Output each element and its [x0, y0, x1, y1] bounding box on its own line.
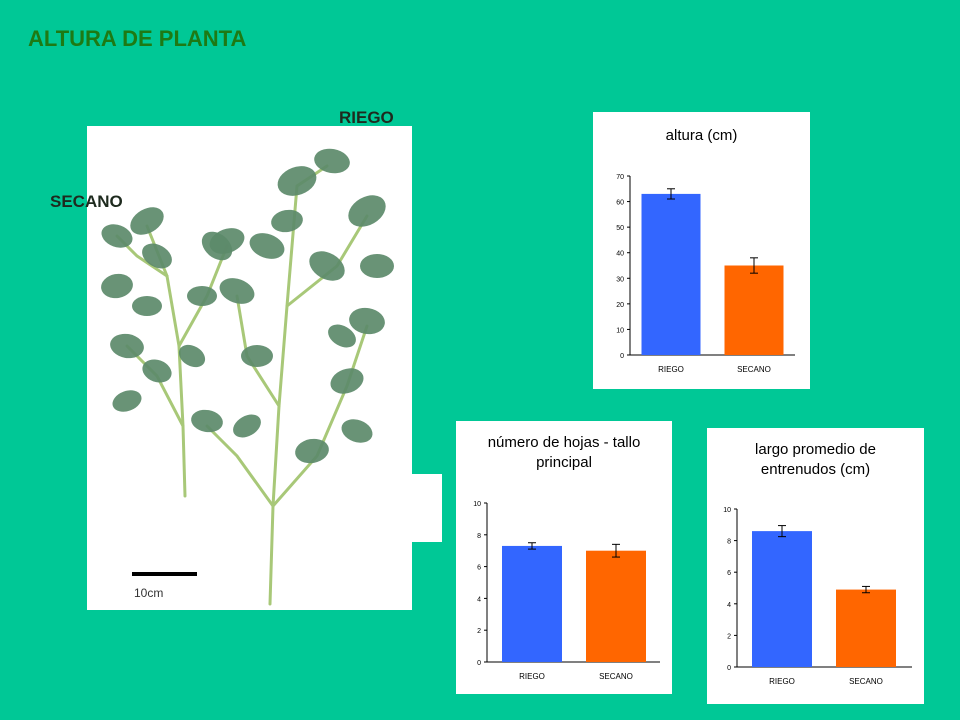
error-bar-secano — [750, 257, 758, 274]
chart-hojas-title: número de hojas - tallo principal — [456, 433, 672, 473]
y-tick-label: 4 — [477, 596, 481, 603]
y-tick-label: 8 — [477, 533, 481, 540]
bar-secano — [586, 550, 646, 662]
chart-altura: altura (cm) 0 10 20 30 40 50 60 70 RIEGO SECANO — [593, 112, 810, 389]
photo-extension — [410, 474, 442, 542]
category-label-riego: RIEGO — [658, 365, 684, 374]
y-tick-label: 30 — [616, 276, 624, 283]
error-bar-riego — [528, 542, 536, 550]
y-tick-label: 0 — [727, 665, 731, 672]
slide-title: ALTURA DE PLANTA — [28, 26, 247, 51]
y-tick-label: 6 — [477, 565, 481, 572]
y-tick-label: 4 — [727, 602, 731, 609]
chart-altura-title: altura (cm) — [665, 127, 738, 144]
plant-illustration — [101, 148, 394, 606]
chart-hojas-plot: 0 2 4 6 8 10 RIEGO SECANO — [473, 501, 660, 681]
chart-entrenudos-title-line-1: largo promedio de — [755, 441, 876, 458]
y-tick-label: 0 — [620, 353, 624, 360]
y-tick-label: 10 — [616, 327, 624, 334]
bar-secano — [724, 265, 784, 355]
y-tick-label: 40 — [616, 251, 624, 258]
y-tick-label: 6 — [727, 570, 731, 577]
category-label-riego: RIEGO — [519, 672, 545, 681]
chart-hojas-title-line-1: número de hojas - tallo — [487, 434, 641, 451]
chart-entrenudos-title: largo promedio de entrenudos (cm) — [707, 440, 924, 480]
error-bar-secano — [862, 585, 870, 594]
y-tick-label: 20 — [616, 302, 624, 309]
chart-altura-plot: 0 10 20 30 40 50 60 70 RIEGO SECANO — [616, 174, 795, 374]
y-tick-label: 60 — [616, 200, 624, 207]
error-bar-riego — [778, 525, 786, 538]
y-tick-label: 8 — [727, 539, 731, 546]
y-tick-label: 2 — [727, 633, 731, 640]
bar-riego — [502, 545, 562, 662]
plant-stems — [115, 164, 369, 606]
error-bar-riego — [667, 188, 675, 200]
chart-hojas-title-line-2: principal — [536, 454, 592, 471]
y-tick-label: 2 — [477, 628, 481, 635]
y-tick-label: 50 — [616, 225, 624, 232]
y-tick-label: 0 — [477, 660, 481, 667]
chart-entrenudos: largo promedio de entrenudos (cm) 0 2 4 6 8 1… — [707, 428, 924, 704]
category-label-secano: SECANO — [599, 672, 633, 681]
chart-hojas: número de hojas - tallo principal 0 2 4 6 8 1… — [456, 421, 672, 694]
chart-entrenudos-plot: 0 2 4 6 8 10 RIEGO SECANO — [723, 507, 912, 686]
category-label-secano: SECANO — [849, 677, 883, 686]
error-bar-secano — [612, 543, 620, 558]
y-tick-label: 10 — [473, 501, 481, 508]
y-tick-label: 70 — [616, 174, 624, 181]
bar-riego — [641, 193, 701, 355]
bar-riego — [752, 531, 812, 667]
plant-photo: 10cm — [87, 126, 412, 610]
chart-entrenudos-title-line-2: entrenudos (cm) — [760, 461, 871, 478]
y-tick-label: 10 — [723, 507, 731, 514]
label-secano: SECANO — [50, 192, 123, 211]
label-riego: RIEGO — [339, 108, 394, 127]
category-label-riego: RIEGO — [769, 677, 795, 686]
bar-secano — [836, 589, 896, 667]
plant-leaves — [101, 148, 394, 464]
scale-bar — [132, 572, 197, 576]
category-label-secano: SECANO — [737, 365, 771, 374]
scale-label: 10cm — [134, 586, 164, 600]
